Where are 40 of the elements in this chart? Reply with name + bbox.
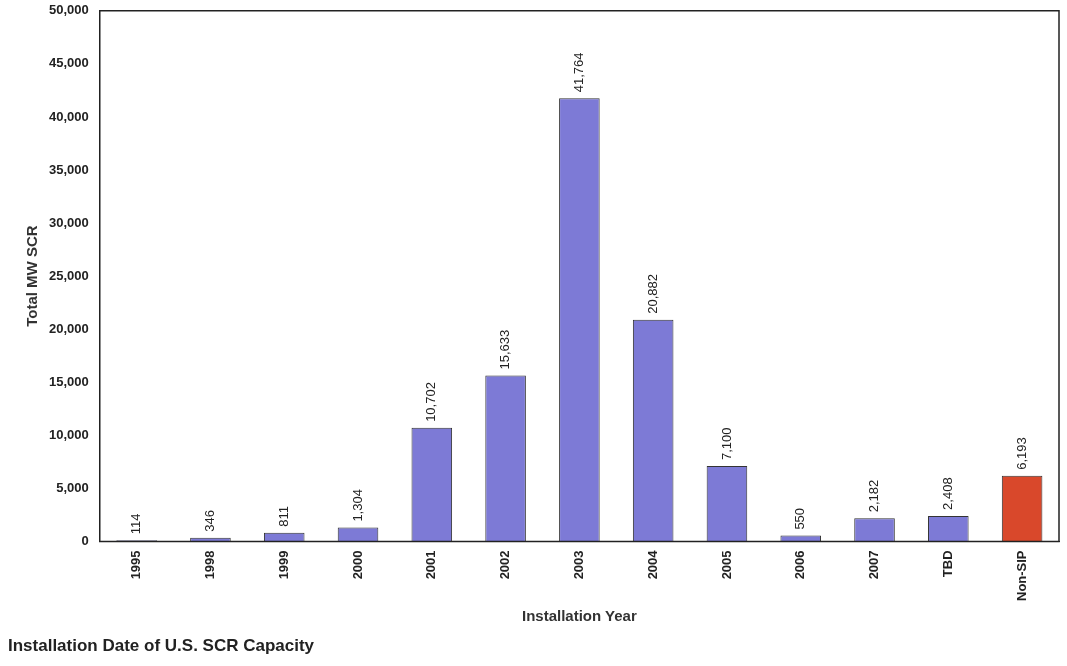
x-tick-label: 2003: [570, 550, 586, 580]
y-tick-label: 0: [81, 533, 89, 549]
data-label: 20,882: [644, 274, 660, 314]
x-tick-label: 1999: [275, 550, 291, 580]
y-tick-label: 35,000: [49, 161, 89, 177]
data-label: 2,408: [939, 477, 955, 510]
data-label: 811: [275, 506, 291, 527]
y-tick-label: 40,000: [49, 108, 89, 124]
data-label: 10,702: [423, 382, 439, 422]
data-label: 550: [792, 507, 808, 530]
data-label: 346: [202, 510, 218, 532]
data-label: 7,100: [718, 427, 734, 461]
y-tick-label: 45,000: [49, 55, 89, 71]
x-tick-label: Non-SIP: [1013, 550, 1029, 602]
x-axis-title: Installation Year: [521, 607, 637, 625]
x-tick-label: 2005: [718, 550, 734, 580]
y-tick-label: 30,000: [49, 214, 89, 230]
data-label: 114: [128, 513, 144, 535]
y-tick-label: 10,000: [49, 426, 89, 442]
y-tick-label: 20,000: [49, 320, 89, 336]
x-tick-label: 2004: [644, 549, 660, 580]
x-tick-label: 1998: [202, 550, 218, 580]
data-label: 1,304: [349, 489, 365, 522]
x-tick-label: 2006: [792, 550, 808, 580]
text: Installation Date of U.S. SCR Capacity: [8, 636, 315, 656]
x-tick-label: TBD: [939, 550, 955, 578]
x-tick-label: 2002: [497, 550, 513, 580]
y-tick-label: 15,000: [49, 373, 89, 389]
x-tick-label: 2001: [423, 550, 439, 580]
x-tick-label: 2000: [349, 550, 365, 580]
y-tick-label: 50,000: [49, 2, 89, 18]
y-tick-label: 5,000: [56, 479, 89, 495]
data-label: 2,182: [866, 479, 882, 513]
y-axis-title: Total MW SCR: [23, 225, 41, 327]
x-tick-label: 2007: [866, 550, 882, 580]
data-label: 15,633: [497, 329, 513, 370]
data-label: 6,193: [1013, 437, 1029, 470]
x-tick-label: 1995: [128, 550, 144, 580]
data-label: 41,764: [570, 52, 586, 93]
y-tick-label: 25,000: [49, 267, 89, 283]
